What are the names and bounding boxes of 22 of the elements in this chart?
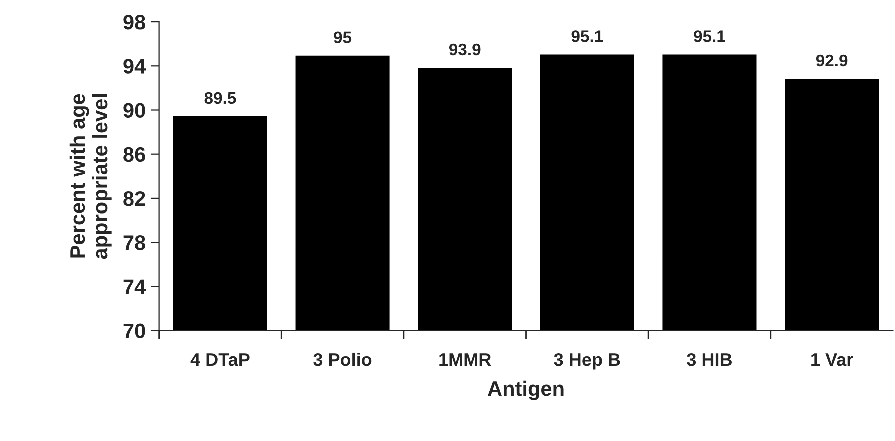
y-tick-label: 78 [124, 236, 146, 250]
y-tick-label: 82 [124, 191, 146, 206]
data-label: 95.1 [572, 30, 604, 42]
y-tick-label: 90 [124, 103, 146, 118]
x-tick-label: 1MMR [440, 354, 492, 366]
x-tick-label: 3 Hep B [554, 353, 620, 370]
x-tick-label: 3 Polio [314, 352, 372, 366]
y-tick-label: 94 [124, 59, 146, 74]
data-label: 95.1 [694, 30, 726, 42]
x-tick-label: 3 HIB [687, 353, 732, 366]
y-tick-label: 70 [124, 324, 146, 339]
data-label: 95 [334, 32, 352, 44]
data-label: 89.5 [204, 92, 236, 104]
y-tick-label: 98 [124, 15, 146, 30]
y-tick-label: 86 [124, 147, 146, 162]
y-tick-label: 74 [124, 280, 146, 294]
data-label: 92.9 [816, 54, 848, 67]
x-tick-label: 1 Var [812, 354, 854, 366]
x-tick-label: 4 DTaP [190, 354, 250, 366]
y-axis-title: Percent with age appropriate level [70, 94, 112, 260]
data-label: 93.9 [449, 44, 481, 56]
x-axis-title: Antigen [488, 380, 564, 400]
